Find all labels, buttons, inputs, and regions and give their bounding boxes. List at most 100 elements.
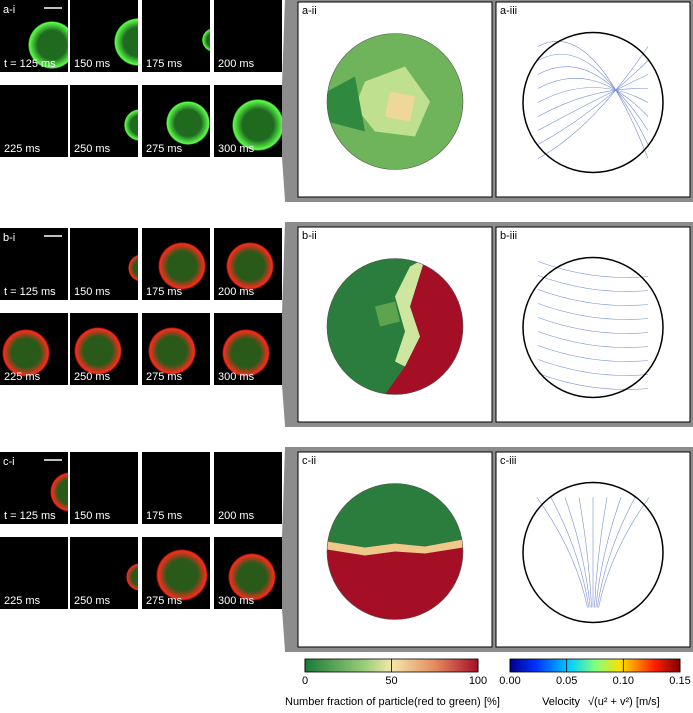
streamline: [537, 77, 649, 117]
frame: t = 125 ms: [0, 228, 68, 300]
droplet: [124, 109, 138, 141]
voronoi-map: [326, 258, 464, 395]
frame-time: 250 ms: [74, 595, 111, 607]
colorbar-tick-label: 0: [302, 675, 308, 687]
streamline: [537, 289, 649, 306]
frame: 250 ms: [70, 313, 138, 385]
frame: 175 ms: [142, 0, 210, 72]
frame: 150 ms: [70, 452, 138, 524]
droplet: [226, 242, 274, 290]
panel-label: c-iii: [500, 455, 517, 467]
frame-time: 300 ms: [218, 595, 255, 607]
colorbar-tick-label: 50: [385, 675, 397, 687]
streamline: [537, 74, 649, 131]
droplet: [158, 242, 206, 290]
droplet: [114, 18, 138, 66]
streamline: [537, 53, 649, 145]
voronoi-map: [326, 33, 464, 170]
droplet: [2, 329, 50, 377]
velocity-field: [522, 256, 664, 399]
map-region: [327, 539, 463, 556]
frame: 150 ms: [70, 0, 138, 72]
streamline: [595, 497, 622, 608]
frame-time: 225 ms: [4, 595, 41, 607]
velocity-field: [522, 31, 664, 174]
frame-time: 275 ms: [146, 371, 183, 383]
frame-image: [142, 0, 210, 72]
droplet: [232, 99, 282, 151]
frame-time: t = 125 ms: [4, 58, 56, 70]
field-outline: [522, 31, 664, 174]
map-outline: [326, 483, 464, 620]
frame: 175 ms: [142, 228, 210, 300]
map-region: [385, 258, 463, 395]
map-region: [395, 258, 425, 367]
panel-label: c-i: [3, 456, 15, 468]
zoom-funnel: [282, 448, 285, 651]
map-region: [327, 76, 365, 132]
streamline: [564, 497, 591, 608]
colorbar-label: Number fraction of particle(red to green…: [285, 696, 481, 708]
streamline: [537, 359, 649, 376]
field-outline: [522, 481, 664, 624]
colorbar-tick-label: 0.00: [499, 675, 520, 687]
frame: 225 ms: [0, 85, 68, 157]
streamline: [537, 66, 649, 131]
droplet: [202, 28, 210, 52]
streamline: [537, 87, 649, 103]
droplet: [126, 563, 138, 591]
streamline: [537, 60, 649, 145]
zoom-funnel: [282, 0, 285, 201]
frame-image: [214, 452, 282, 524]
droplet: [228, 553, 276, 601]
map-region: [327, 483, 463, 548]
panel-label: c-ii: [302, 455, 316, 467]
colorbar-unit: √(u² + v²) [m/s]: [588, 696, 660, 708]
streamline: [578, 497, 592, 608]
frame-time: t = 125 ms: [4, 510, 56, 522]
frame: 300 ms: [214, 537, 282, 609]
frame: 150 ms: [70, 228, 138, 300]
frame: 225 ms: [0, 313, 68, 385]
frame-image: [0, 537, 68, 609]
streamline: [536, 497, 588, 608]
frame-image: [70, 452, 138, 524]
streamline: [537, 88, 649, 117]
frame-time: 200 ms: [218, 510, 255, 522]
colorbar-tick-label: 100: [469, 675, 487, 687]
streamline: [537, 317, 649, 334]
frame-time: 175 ms: [146, 286, 183, 298]
streamline: [537, 373, 649, 390]
map-region: [385, 91, 415, 122]
droplet: [148, 327, 196, 375]
panel-iii: [495, 226, 691, 423]
frame-time: 150 ms: [74, 510, 111, 522]
streamline: [537, 275, 649, 292]
field-outline: [522, 256, 664, 399]
frame-time: 150 ms: [74, 58, 111, 70]
droplet: [222, 329, 270, 377]
frame-time: 225 ms: [4, 143, 41, 155]
streamline: [537, 46, 649, 159]
streamline: [537, 345, 649, 362]
colorbar-tick-label: 0.05: [556, 675, 577, 687]
frame: 275 ms: [142, 85, 210, 157]
streamline: [594, 497, 608, 608]
frame-time: 250 ms: [74, 371, 111, 383]
panel-label: b-ii: [302, 230, 317, 242]
panel-iii: [495, 1, 691, 198]
frame-time: 275 ms: [146, 595, 183, 607]
panel-label: b-i: [3, 232, 15, 244]
frame: 200 ms: [214, 452, 282, 524]
frame: 275 ms: [142, 313, 210, 385]
velocity-field: [522, 481, 664, 624]
frame: 175 ms: [142, 452, 210, 524]
frame: t = 125 ms: [0, 452, 68, 524]
streamline: [596, 497, 636, 608]
map-outline: [326, 33, 464, 170]
voronoi-map: [326, 483, 464, 620]
frame-image: [0, 228, 68, 300]
panel-label: a-i: [3, 4, 15, 16]
frame: 225 ms: [0, 537, 68, 609]
